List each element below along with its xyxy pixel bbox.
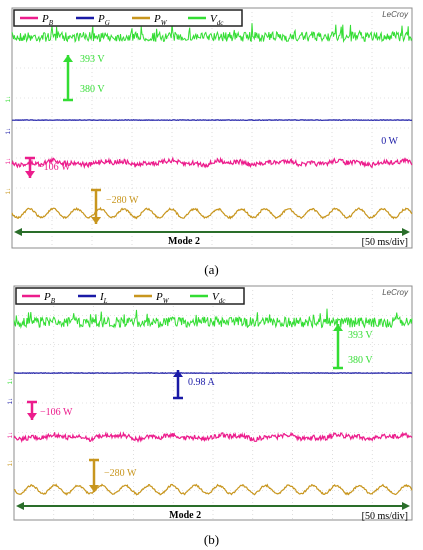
legend-subscript: B [49,19,54,27]
mode-label: Mode 2 [169,510,201,521]
il-value-label: 0.98 A [188,377,215,388]
brand-label: LeCroy [382,288,409,297]
mode-arrow-head-right [402,502,410,510]
caption-a: (a) [204,262,219,277]
legend-symbol: P [97,13,105,25]
pw-value-label: −280 W [106,195,139,206]
channel-marker: 1↓ [8,432,14,438]
legend-label: PW [153,13,168,27]
channel-marker: 1↓ [8,378,14,384]
legend-symbol: P [41,13,49,25]
trace-pb [11,156,413,170]
caption-b: (b) [203,532,220,547]
channel-marker: 1↓ [6,158,12,164]
legend: PB PG PW Vdc [13,9,243,27]
channel-marker: 1↓ [6,96,12,102]
vdc-scale-label: 380 V [348,355,373,366]
legend-label: IL [99,291,108,305]
pb-value-label: −106 W [38,162,71,173]
channel-marker: 1↓ [6,128,12,134]
mode-arrow-head-right [402,228,410,236]
legend-label: Vdc [210,13,224,27]
trace-pw [11,206,413,220]
pw-value-arrow-head [89,485,99,492]
legend-label: PB [43,291,56,305]
legend-box [15,287,245,305]
vdc-measure-label: 393 V [80,54,105,65]
brand-label: LeCroy [382,10,409,19]
channel-marker: 1↓ [8,398,14,404]
trace-pg [12,119,413,121]
legend-symbol: I [99,291,105,303]
legend: PB IL PW Vdc [15,287,245,305]
vdc-measure-label: 393 V [348,330,373,341]
legend-subscript: G [105,19,110,27]
trace-vdc [13,308,413,329]
scope-panel-b: LeCroy 1↓ 1↓ 1↓ 1↓ PB IL PW Vdc 393 V 380 V 0.98 A −… [0,278,423,528]
trace-vdc [11,23,413,44]
legend-symbol: V [212,291,220,303]
pb-value-arrow-head [27,413,37,420]
legend-label: PW [155,291,170,305]
pw-value-label: −280 W [104,468,137,479]
pw-value-arrow-head [91,217,101,224]
vdc-measure-arrow-head [333,324,343,331]
channel-marker: 1↓ [8,460,14,466]
pg-value-label: 0 W [381,136,398,147]
legend-symbol: P [43,291,51,303]
legend-subscript: dc [217,19,225,27]
mode-arrow-head-left [14,228,22,236]
legend-label: Vdc [212,291,226,305]
legend-symbol: P [153,13,161,25]
legend-label: PG [97,13,110,27]
time-div-label: [50 ms/div] [362,237,408,248]
vdc-scale-label: 380 V [80,84,105,95]
legend-box [13,9,243,27]
mode-label: Mode 2 [168,236,200,247]
mode-arrow-head-left [16,502,24,510]
legend-subscript: B [51,297,56,305]
vdc-measure-arrow-head [63,55,73,62]
grid [14,286,412,520]
legend-subscript: L [103,297,108,305]
trace-pb [13,431,413,444]
legend-subscript: W [161,19,168,27]
legend-symbol: P [155,291,163,303]
legend-label: PB [41,13,54,27]
legend-subscript: W [163,297,170,305]
il-value-arrow-head [173,370,183,377]
trace-pw [13,483,413,496]
time-div-label: [50 ms/div] [362,511,408,522]
legend-symbol: V [210,13,218,25]
legend-subscript: dc [219,297,227,305]
pb-value-arrow-head [25,171,35,178]
trace-il [13,372,413,374]
channel-marker: 1↓ [6,188,12,194]
pb-value-label: −106 W [40,407,73,418]
